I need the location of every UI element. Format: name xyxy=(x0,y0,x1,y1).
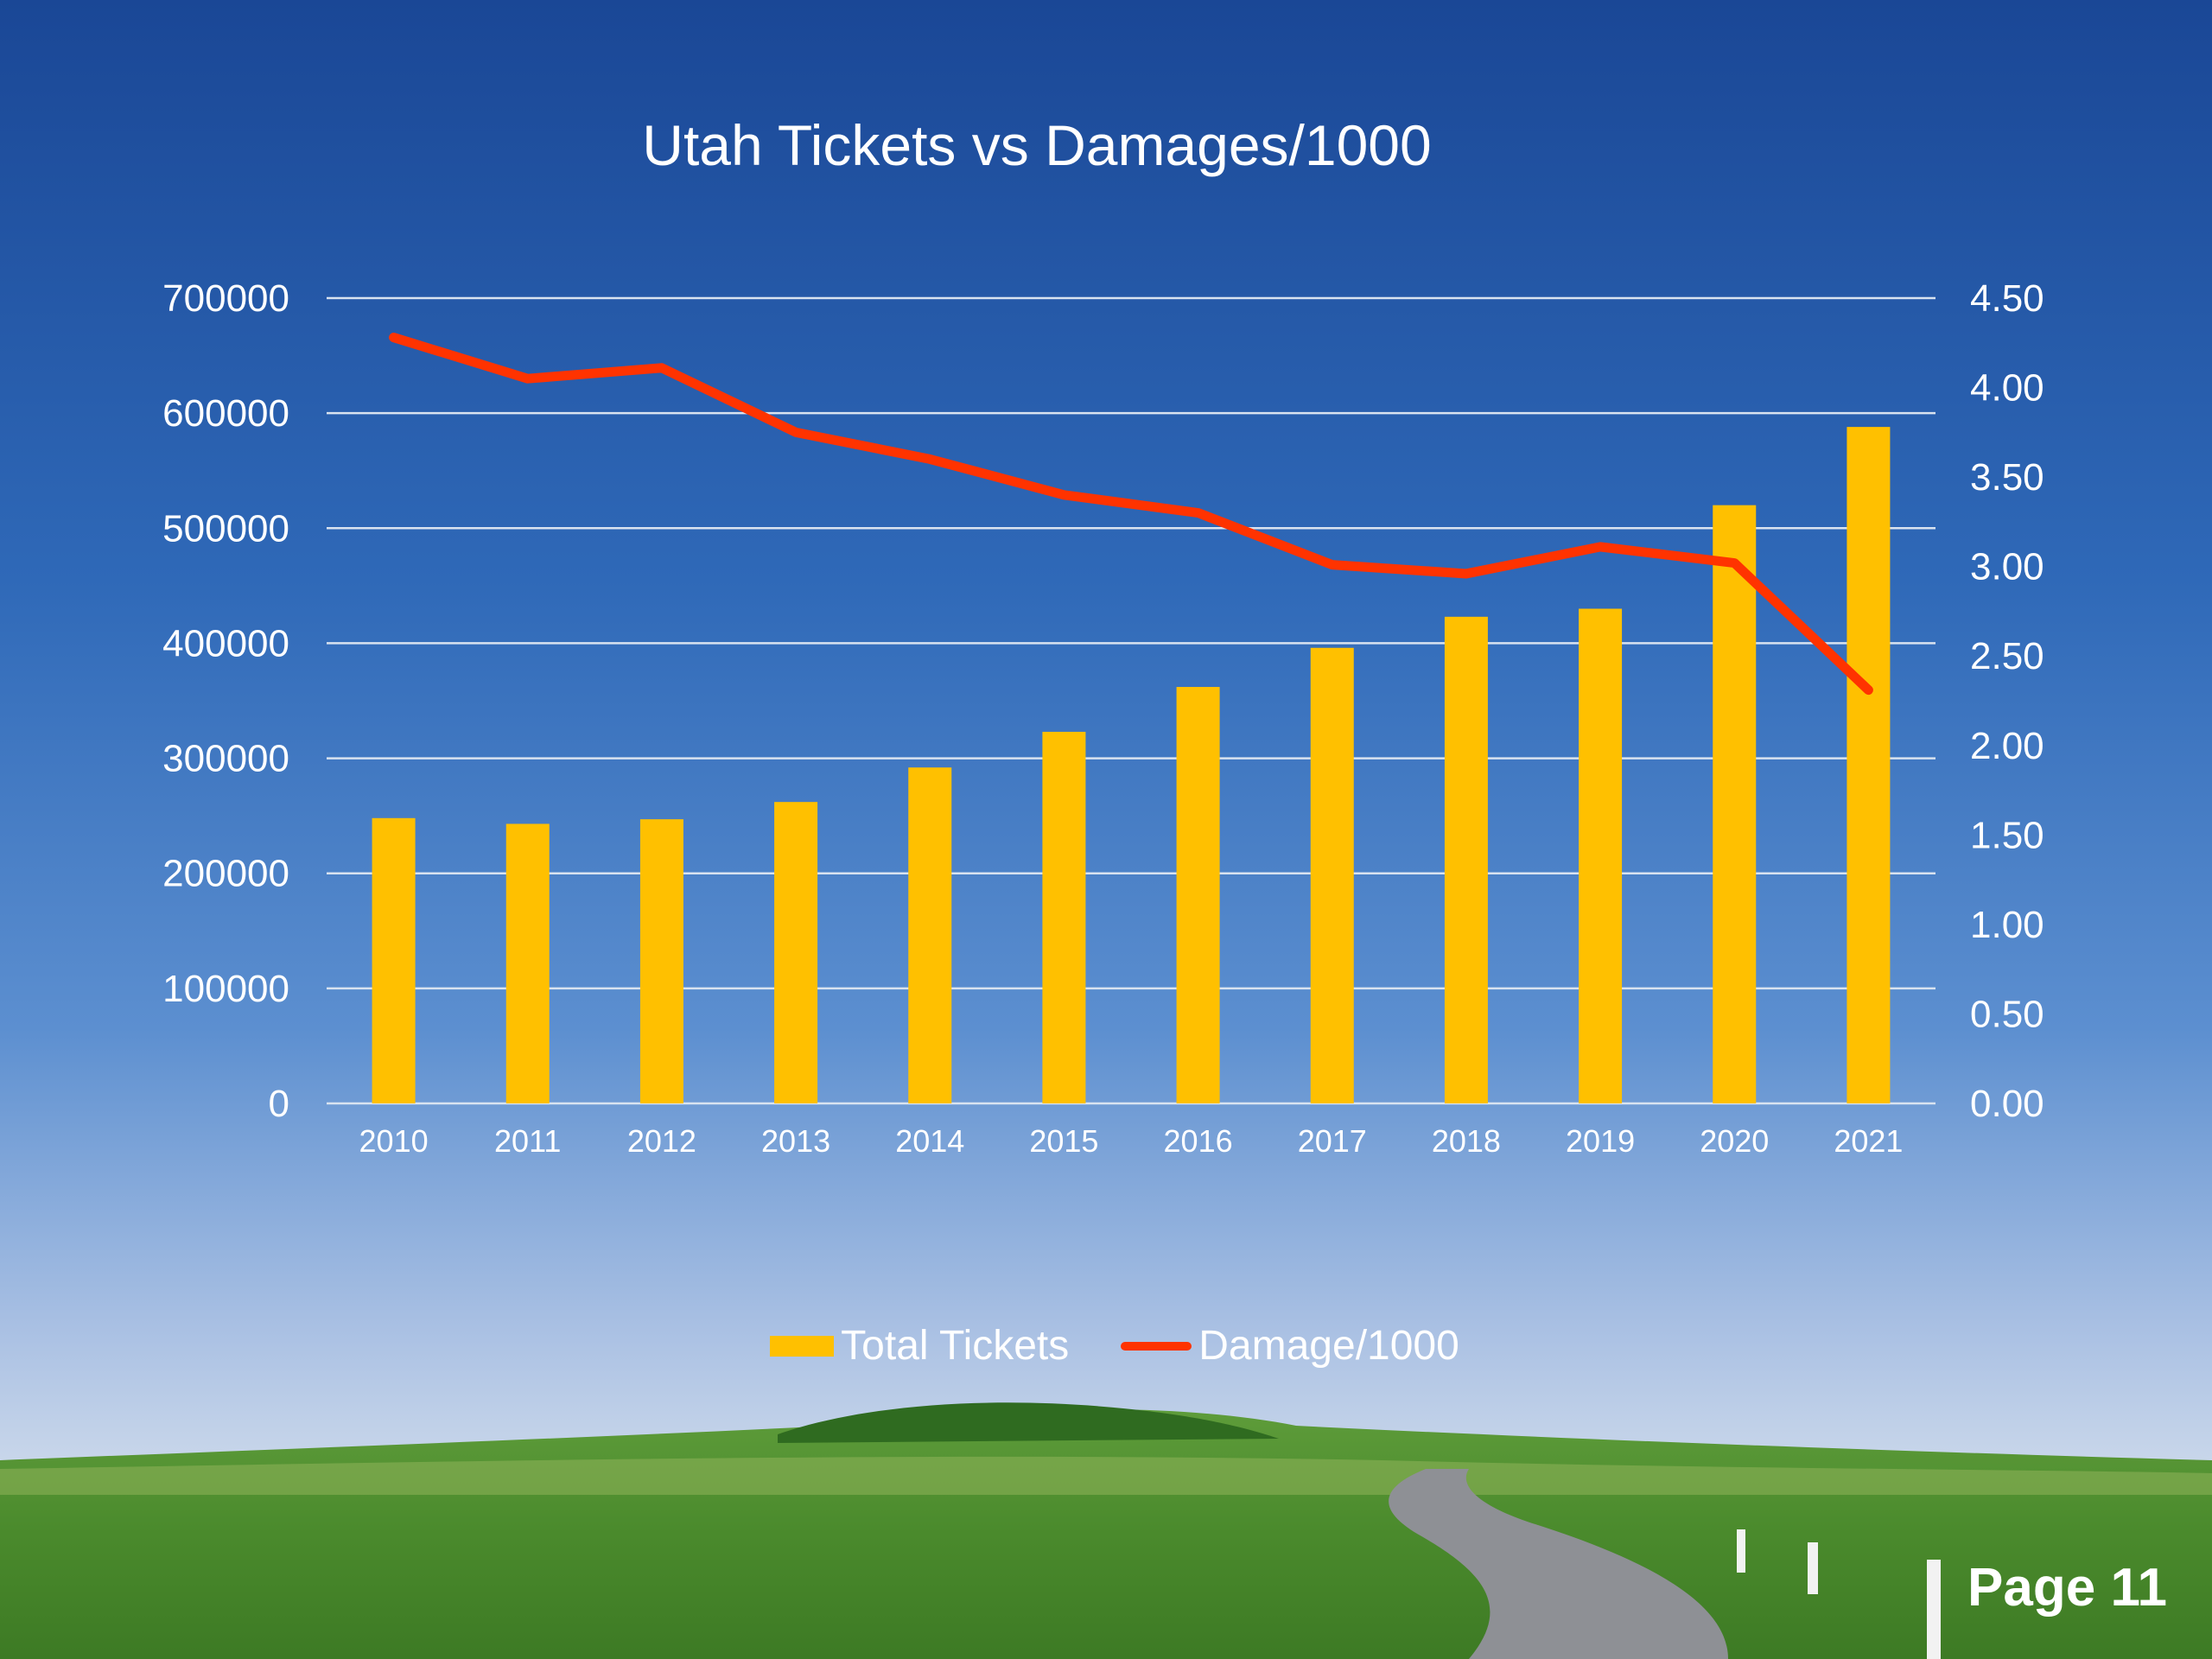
legend-item-total-tickets: Total Tickets xyxy=(770,1322,1069,1370)
y-left-tick-label: 0 xyxy=(269,1083,289,1125)
bar xyxy=(1042,731,1086,1103)
chart-title: Utah Tickets vs Damages/1000 xyxy=(642,113,1432,177)
y-left-tick-label: 700000 xyxy=(162,277,289,320)
x-tick-label: 2016 xyxy=(1164,1123,1233,1159)
x-tick-label: 2015 xyxy=(1029,1123,1098,1159)
y-left-tick-label: 300000 xyxy=(162,738,289,780)
bar xyxy=(908,767,952,1103)
y-left-tick-label: 100000 xyxy=(162,968,289,1010)
bar xyxy=(1713,505,1757,1103)
x-tick-label: 2012 xyxy=(627,1123,696,1159)
y-right-tick-label: 4.00 xyxy=(1970,367,2044,410)
legend-swatch-line xyxy=(1121,1341,1192,1351)
legend-label-total-tickets: Total Tickets xyxy=(841,1323,1070,1369)
bar xyxy=(1579,608,1623,1103)
page-number: Page 11 xyxy=(1967,1558,2167,1618)
y-right-tick-label: 3.00 xyxy=(1970,546,2044,588)
bar xyxy=(774,802,818,1103)
legend-swatch-bar xyxy=(770,1335,835,1357)
y-left-tick-label: 400000 xyxy=(162,622,289,664)
bar xyxy=(1176,687,1220,1103)
y-left-tick-label: 500000 xyxy=(162,507,289,550)
x-tick-label: 2020 xyxy=(1700,1123,1769,1159)
y-right-tick-label: 0.50 xyxy=(1970,993,2044,1035)
bar xyxy=(505,823,550,1103)
x-tick-label: 2018 xyxy=(1432,1123,1501,1159)
x-tick-label: 2011 xyxy=(494,1123,561,1159)
x-tick-label: 2013 xyxy=(761,1123,830,1159)
y-right-tick-label: 1.00 xyxy=(1970,904,2044,946)
y-left-tick-label: 200000 xyxy=(162,853,289,895)
bar xyxy=(1444,616,1488,1103)
y-right-tick-label: 3.50 xyxy=(1970,456,2044,499)
legend-label-damage: Damage/1000 xyxy=(1198,1323,1459,1369)
damage-line xyxy=(389,333,1873,696)
bar xyxy=(372,817,416,1103)
chart-legend: Total Tickets Damage/1000 xyxy=(0,1322,2212,1370)
x-tick-label: 2021 xyxy=(1834,1123,1903,1159)
x-tick-label: 2019 xyxy=(1566,1123,1635,1159)
y-right-tick-label: 4.50 xyxy=(1970,277,2044,320)
bar xyxy=(639,819,683,1103)
y-right-tick-label: 2.00 xyxy=(1970,725,2044,767)
y-left-tick-label: 600000 xyxy=(162,392,289,435)
bar xyxy=(1847,427,1891,1103)
legend-item-damage: Damage/1000 xyxy=(1121,1322,1459,1370)
x-tick-label: 2014 xyxy=(895,1123,964,1159)
y-right-tick-label: 2.50 xyxy=(1970,635,2044,677)
bar xyxy=(1310,647,1354,1103)
y-right-tick-label: 1.50 xyxy=(1970,814,2044,856)
x-tick-label: 2010 xyxy=(359,1123,429,1159)
y-right-tick-label: 0.00 xyxy=(1970,1083,2044,1125)
x-tick-label: 2017 xyxy=(1298,1123,1367,1159)
